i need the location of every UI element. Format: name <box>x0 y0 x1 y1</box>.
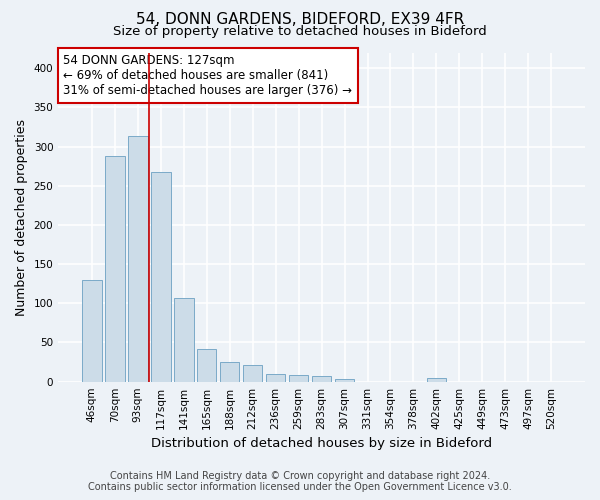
Bar <box>151 172 170 382</box>
Bar <box>82 280 101 382</box>
Bar <box>174 298 194 382</box>
X-axis label: Distribution of detached houses by size in Bideford: Distribution of detached houses by size … <box>151 437 492 450</box>
Bar <box>243 365 262 382</box>
Bar <box>266 374 286 382</box>
Bar <box>220 362 239 382</box>
Bar <box>128 136 148 382</box>
Text: Size of property relative to detached houses in Bideford: Size of property relative to detached ho… <box>113 25 487 38</box>
Bar <box>312 376 331 382</box>
Bar <box>335 378 355 382</box>
Bar <box>105 156 125 382</box>
Text: 54 DONN GARDENS: 127sqm
← 69% of detached houses are smaller (841)
31% of semi-d: 54 DONN GARDENS: 127sqm ← 69% of detache… <box>64 54 352 97</box>
Text: Contains HM Land Registry data © Crown copyright and database right 2024.
Contai: Contains HM Land Registry data © Crown c… <box>88 471 512 492</box>
Bar <box>427 378 446 382</box>
Bar <box>197 349 217 382</box>
Bar <box>289 374 308 382</box>
Y-axis label: Number of detached properties: Number of detached properties <box>15 118 28 316</box>
Text: 54, DONN GARDENS, BIDEFORD, EX39 4FR: 54, DONN GARDENS, BIDEFORD, EX39 4FR <box>136 12 464 28</box>
